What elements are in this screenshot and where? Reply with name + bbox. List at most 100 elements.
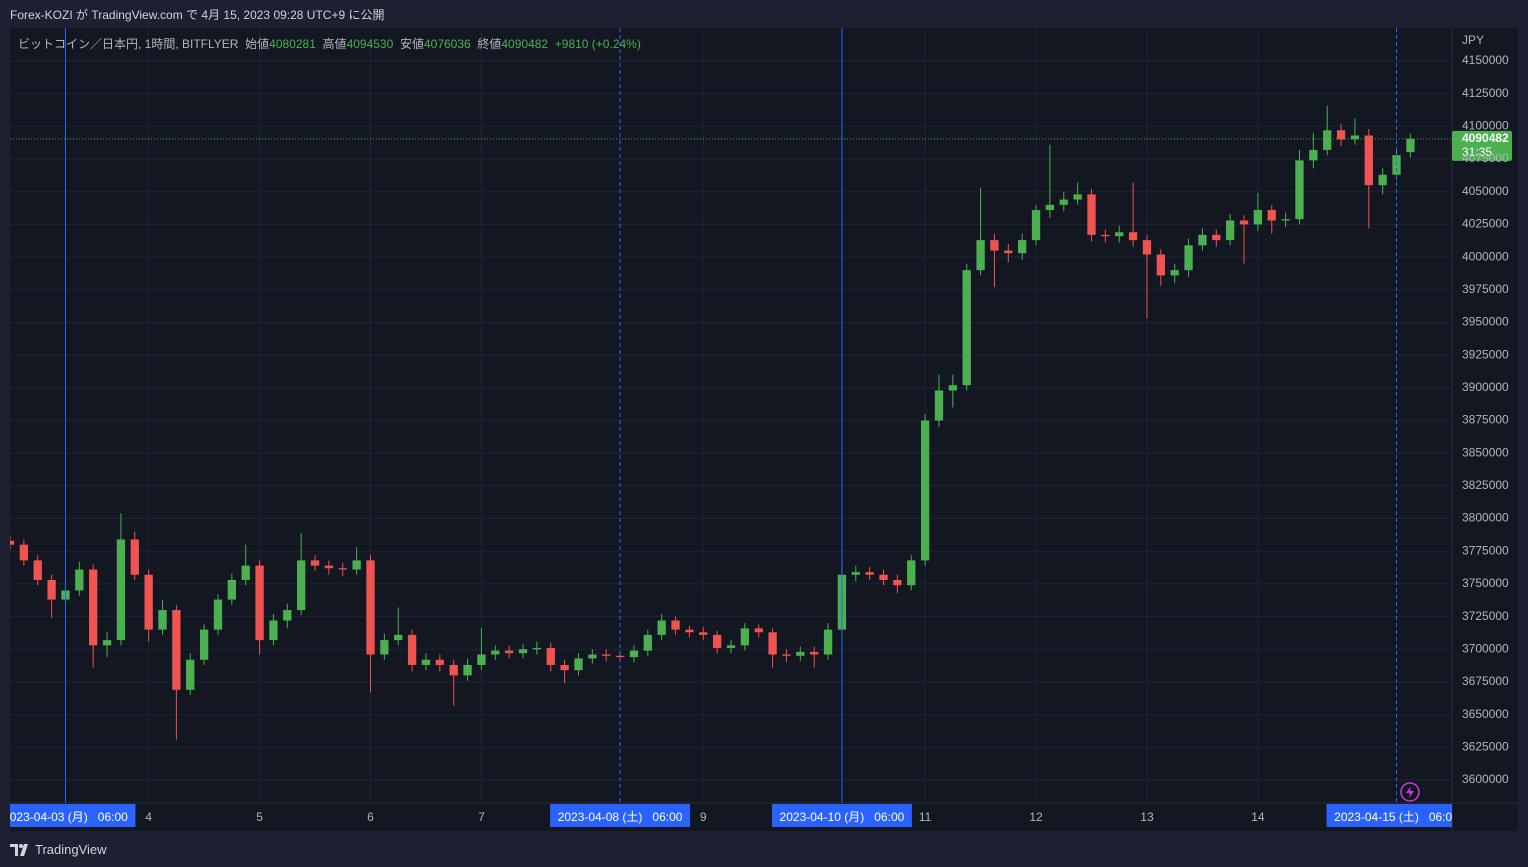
candle-body <box>962 270 971 386</box>
candle-body <box>865 572 874 575</box>
x-tick-label: 12 <box>1029 810 1043 824</box>
candle-body <box>934 390 944 421</box>
time-marker-box <box>550 804 691 827</box>
candle-body <box>879 574 888 580</box>
candle-body <box>740 628 750 646</box>
candle-body <box>435 659 444 665</box>
candle-body <box>1295 160 1304 220</box>
candle-body <box>1128 232 1138 241</box>
candle-body <box>102 640 112 646</box>
candle-body <box>463 664 472 676</box>
time-marker-box <box>10 804 136 827</box>
candle-body <box>1059 199 1068 205</box>
candle-body <box>1212 234 1221 241</box>
candle-body <box>532 647 542 650</box>
y-tick-label: 3950000 <box>1462 315 1509 329</box>
publish-info: Forex-KOZI が TradingView.com で 4月 15, 20… <box>10 8 385 22</box>
candle-body <box>990 240 999 251</box>
candle-body <box>1142 240 1152 255</box>
label: 高値 <box>322 37 347 51</box>
candle-body <box>1378 174 1387 186</box>
x-tick-label: 13 <box>1140 810 1154 824</box>
alert-icon[interactable] <box>1400 782 1420 802</box>
candle-body <box>19 544 29 561</box>
candle-body <box>407 634 417 665</box>
candle-body <box>893 579 902 586</box>
candle-body <box>574 658 583 671</box>
y-tick-label: 3825000 <box>1462 478 1509 492</box>
candle-body <box>421 659 431 665</box>
candle-body <box>89 569 98 646</box>
candle-body <box>1198 234 1207 246</box>
logo <box>10 843 28 856</box>
y-tick-label: 4050000 <box>1462 184 1509 198</box>
candle-body <box>810 651 819 655</box>
candle-body <box>1323 130 1332 150</box>
candle-body <box>629 650 639 658</box>
y-tick-label: 3750000 <box>1462 576 1509 590</box>
y-tick-label: 4125000 <box>1462 86 1509 100</box>
y-tick-label: 4025000 <box>1462 217 1509 231</box>
candle-body <box>1004 250 1013 254</box>
candle-body <box>1087 194 1096 235</box>
candle-body <box>1156 254 1165 276</box>
candle-body <box>283 610 292 621</box>
candle-body <box>685 629 694 633</box>
x-tick-label: 14 <box>1251 810 1265 824</box>
candle-body <box>1281 219 1290 221</box>
candle-body <box>75 569 84 591</box>
y-tick-label: 4075000 <box>1462 151 1509 165</box>
y-tick-label: 4100000 <box>1462 119 1509 133</box>
candle-body <box>754 628 763 633</box>
y-tick-label: 3975000 <box>1462 282 1509 296</box>
candle-body <box>1253 210 1263 225</box>
candle-body <box>477 654 486 665</box>
x-tick-label: 4 <box>145 810 152 824</box>
candle-body <box>657 620 666 635</box>
y-tick-label: 3800000 <box>1462 511 1509 525</box>
y-tick-label: 4000000 <box>1462 249 1509 263</box>
time-marker-label: 2023-04-03 (月) 06:00 <box>3 810 128 824</box>
y-tick-label: 3725000 <box>1462 609 1509 623</box>
currency: JPY <box>1462 33 1484 47</box>
candle-body <box>1045 204 1055 211</box>
candle-body <box>1267 210 1276 221</box>
time-marker-label: 2023-04-10 (月) 06:00 <box>780 810 905 824</box>
candle-body <box>186 659 195 690</box>
time-marker-box <box>1326 804 1452 827</box>
candle-body <box>643 634 652 651</box>
brand: TradingView <box>35 842 107 857</box>
time-marker-label: 2023-04-15 (土) 06:00 <box>1334 810 1459 824</box>
candle-body <box>1336 130 1346 140</box>
candle-body <box>615 655 625 658</box>
candle-body <box>1101 234 1110 237</box>
candle-body <box>712 634 722 648</box>
candle-body <box>449 664 458 676</box>
last-price-label: 4090482 <box>1462 131 1509 145</box>
candle-body <box>130 539 139 575</box>
candle-body <box>1031 210 1041 241</box>
last-price-tag <box>1452 130 1512 161</box>
candle-body <box>241 565 250 580</box>
candle-body <box>1018 240 1027 254</box>
candle-body <box>796 651 805 656</box>
candle-body <box>518 649 528 654</box>
candle-body <box>1350 135 1360 140</box>
candle-body <box>1115 232 1124 237</box>
x-tick-label: 6 <box>367 810 374 824</box>
label: 始値 <box>245 37 270 51</box>
footer: TradingView <box>10 842 107 857</box>
y-tick-label: 3700000 <box>1462 641 1509 655</box>
candle-body <box>310 560 320 566</box>
candle-body <box>352 560 361 570</box>
candle-body <box>920 420 930 561</box>
candle-body <box>1406 138 1415 153</box>
legend: ビットコイン／日本円, 1時間, BITFLYER 始値4080281 高値40… <box>18 35 641 52</box>
countdown: 31:35 <box>1462 145 1492 159</box>
candle-body <box>1239 220 1249 225</box>
change: +9810 (+0.24%) <box>554 37 641 51</box>
value: 4090482 <box>501 37 549 51</box>
candle-body <box>366 560 375 655</box>
